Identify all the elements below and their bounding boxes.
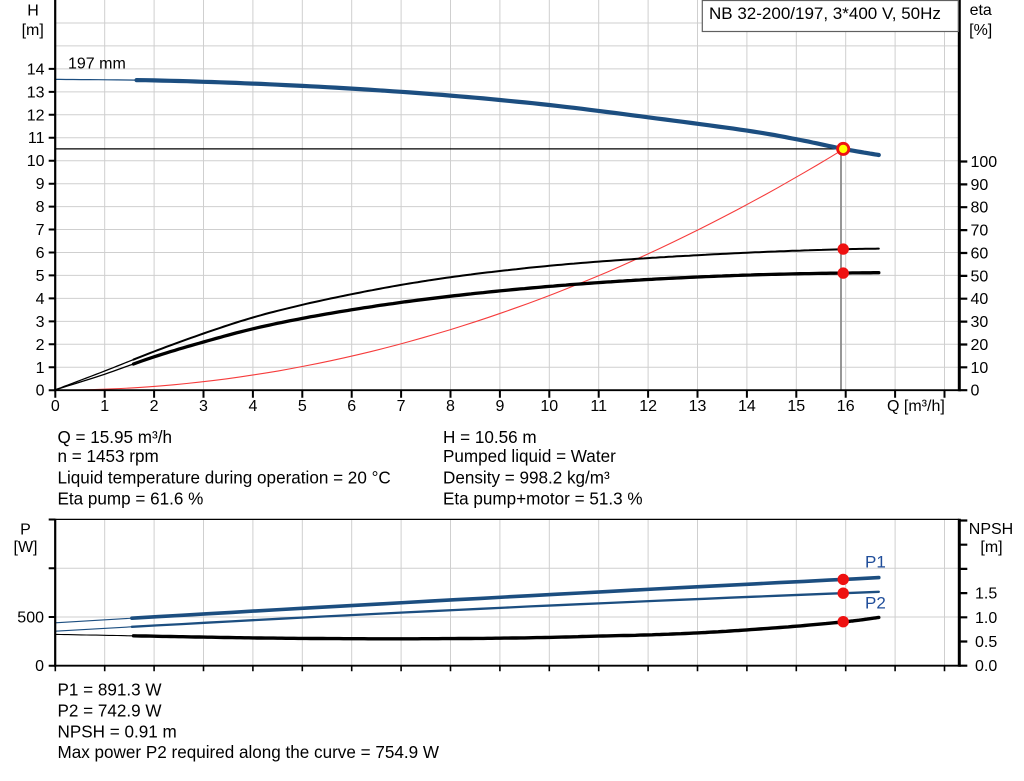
svg-text:8: 8 — [36, 199, 45, 216]
svg-text:13: 13 — [689, 398, 707, 415]
svg-text:10: 10 — [971, 360, 989, 377]
svg-text:100: 100 — [971, 154, 998, 171]
svg-text:7: 7 — [397, 398, 406, 415]
svg-text:Max power P2 required along th: Max power P2 required along the curve = … — [58, 743, 440, 762]
svg-text:6: 6 — [347, 398, 356, 415]
svg-text:P: P — [20, 522, 31, 539]
svg-text:eta: eta — [970, 2, 992, 19]
svg-text:500: 500 — [17, 610, 44, 627]
svg-text:[W]: [W] — [14, 539, 38, 556]
svg-text:0.0: 0.0 — [975, 658, 997, 675]
svg-text:Liquid temperature during oper: Liquid temperature during operation = 20… — [58, 468, 391, 487]
svg-text:Eta pump+motor = 51.3 %: Eta pump+motor = 51.3 % — [443, 490, 643, 509]
svg-text:Density = 998.2 kg/m³: Density = 998.2 kg/m³ — [443, 468, 610, 487]
svg-text:80: 80 — [971, 200, 989, 217]
svg-text:12: 12 — [27, 107, 45, 124]
svg-text:5: 5 — [36, 268, 45, 285]
svg-text:11: 11 — [28, 130, 45, 147]
svg-text:30: 30 — [971, 314, 989, 331]
svg-text:5: 5 — [298, 398, 307, 415]
svg-text:70: 70 — [971, 223, 989, 240]
svg-text:10: 10 — [540, 398, 558, 415]
svg-text:4: 4 — [36, 291, 45, 308]
svg-text:1.5: 1.5 — [975, 586, 997, 603]
svg-text:197 mm: 197 mm — [68, 56, 126, 73]
svg-text:40: 40 — [971, 291, 989, 308]
svg-text:0: 0 — [36, 383, 45, 400]
svg-text:4: 4 — [248, 398, 257, 415]
svg-text:16: 16 — [837, 398, 855, 415]
svg-text:1: 1 — [100, 398, 109, 415]
svg-text:P2: P2 — [865, 594, 886, 613]
svg-text:8: 8 — [446, 398, 455, 415]
svg-text:6: 6 — [36, 245, 45, 262]
svg-text:9: 9 — [495, 398, 504, 415]
svg-text:n = 1453 rpm: n = 1453 rpm — [58, 447, 159, 466]
svg-text:NPSH: NPSH — [969, 521, 1013, 538]
svg-text:10: 10 — [27, 153, 45, 170]
svg-text:Q = 15.95 m³/h: Q = 15.95 m³/h — [58, 428, 173, 447]
svg-text:2: 2 — [150, 398, 159, 415]
svg-text:NPSH = 0.91 m: NPSH = 0.91 m — [58, 722, 177, 741]
svg-text:13: 13 — [27, 84, 45, 101]
svg-text:0: 0 — [51, 398, 60, 415]
svg-text:0: 0 — [35, 658, 44, 675]
svg-text:90: 90 — [971, 177, 989, 194]
svg-text:12: 12 — [639, 398, 657, 415]
svg-text:0: 0 — [971, 383, 980, 400]
svg-text:14: 14 — [27, 61, 45, 78]
svg-text:11: 11 — [590, 398, 607, 415]
svg-text:15: 15 — [787, 398, 805, 415]
svg-text:NB 32-200/197, 3*400 V, 50Hz: NB 32-200/197, 3*400 V, 50Hz — [709, 4, 941, 23]
svg-text:[m]: [m] — [22, 22, 44, 39]
svg-text:1: 1 — [36, 360, 45, 377]
svg-text:20: 20 — [971, 337, 989, 354]
svg-text:60: 60 — [971, 246, 989, 263]
svg-text:7: 7 — [36, 222, 45, 239]
svg-text:Q [m³/h]: Q [m³/h] — [887, 398, 945, 415]
svg-text:1.0: 1.0 — [975, 610, 997, 627]
svg-text:P2 = 742.9 W: P2 = 742.9 W — [58, 701, 163, 720]
svg-text:3: 3 — [199, 398, 208, 415]
svg-text:50: 50 — [971, 268, 989, 285]
svg-text:14: 14 — [738, 398, 756, 415]
svg-text:9: 9 — [36, 176, 45, 193]
svg-text:3: 3 — [36, 314, 45, 331]
svg-text:Pumped liquid = Water: Pumped liquid = Water — [443, 447, 616, 466]
svg-text:0.5: 0.5 — [975, 634, 997, 651]
svg-text:[%]: [%] — [969, 22, 992, 39]
svg-text:2: 2 — [36, 337, 45, 354]
svg-text:H = 10.56 m: H = 10.56 m — [443, 428, 537, 447]
svg-text:P1: P1 — [865, 553, 886, 572]
svg-text:P1 = 891.3 W: P1 = 891.3 W — [58, 681, 163, 700]
svg-text:H: H — [27, 3, 39, 20]
svg-text:[m]: [m] — [980, 539, 1002, 556]
svg-text:Eta pump = 61.6 %: Eta pump = 61.6 % — [58, 490, 204, 509]
